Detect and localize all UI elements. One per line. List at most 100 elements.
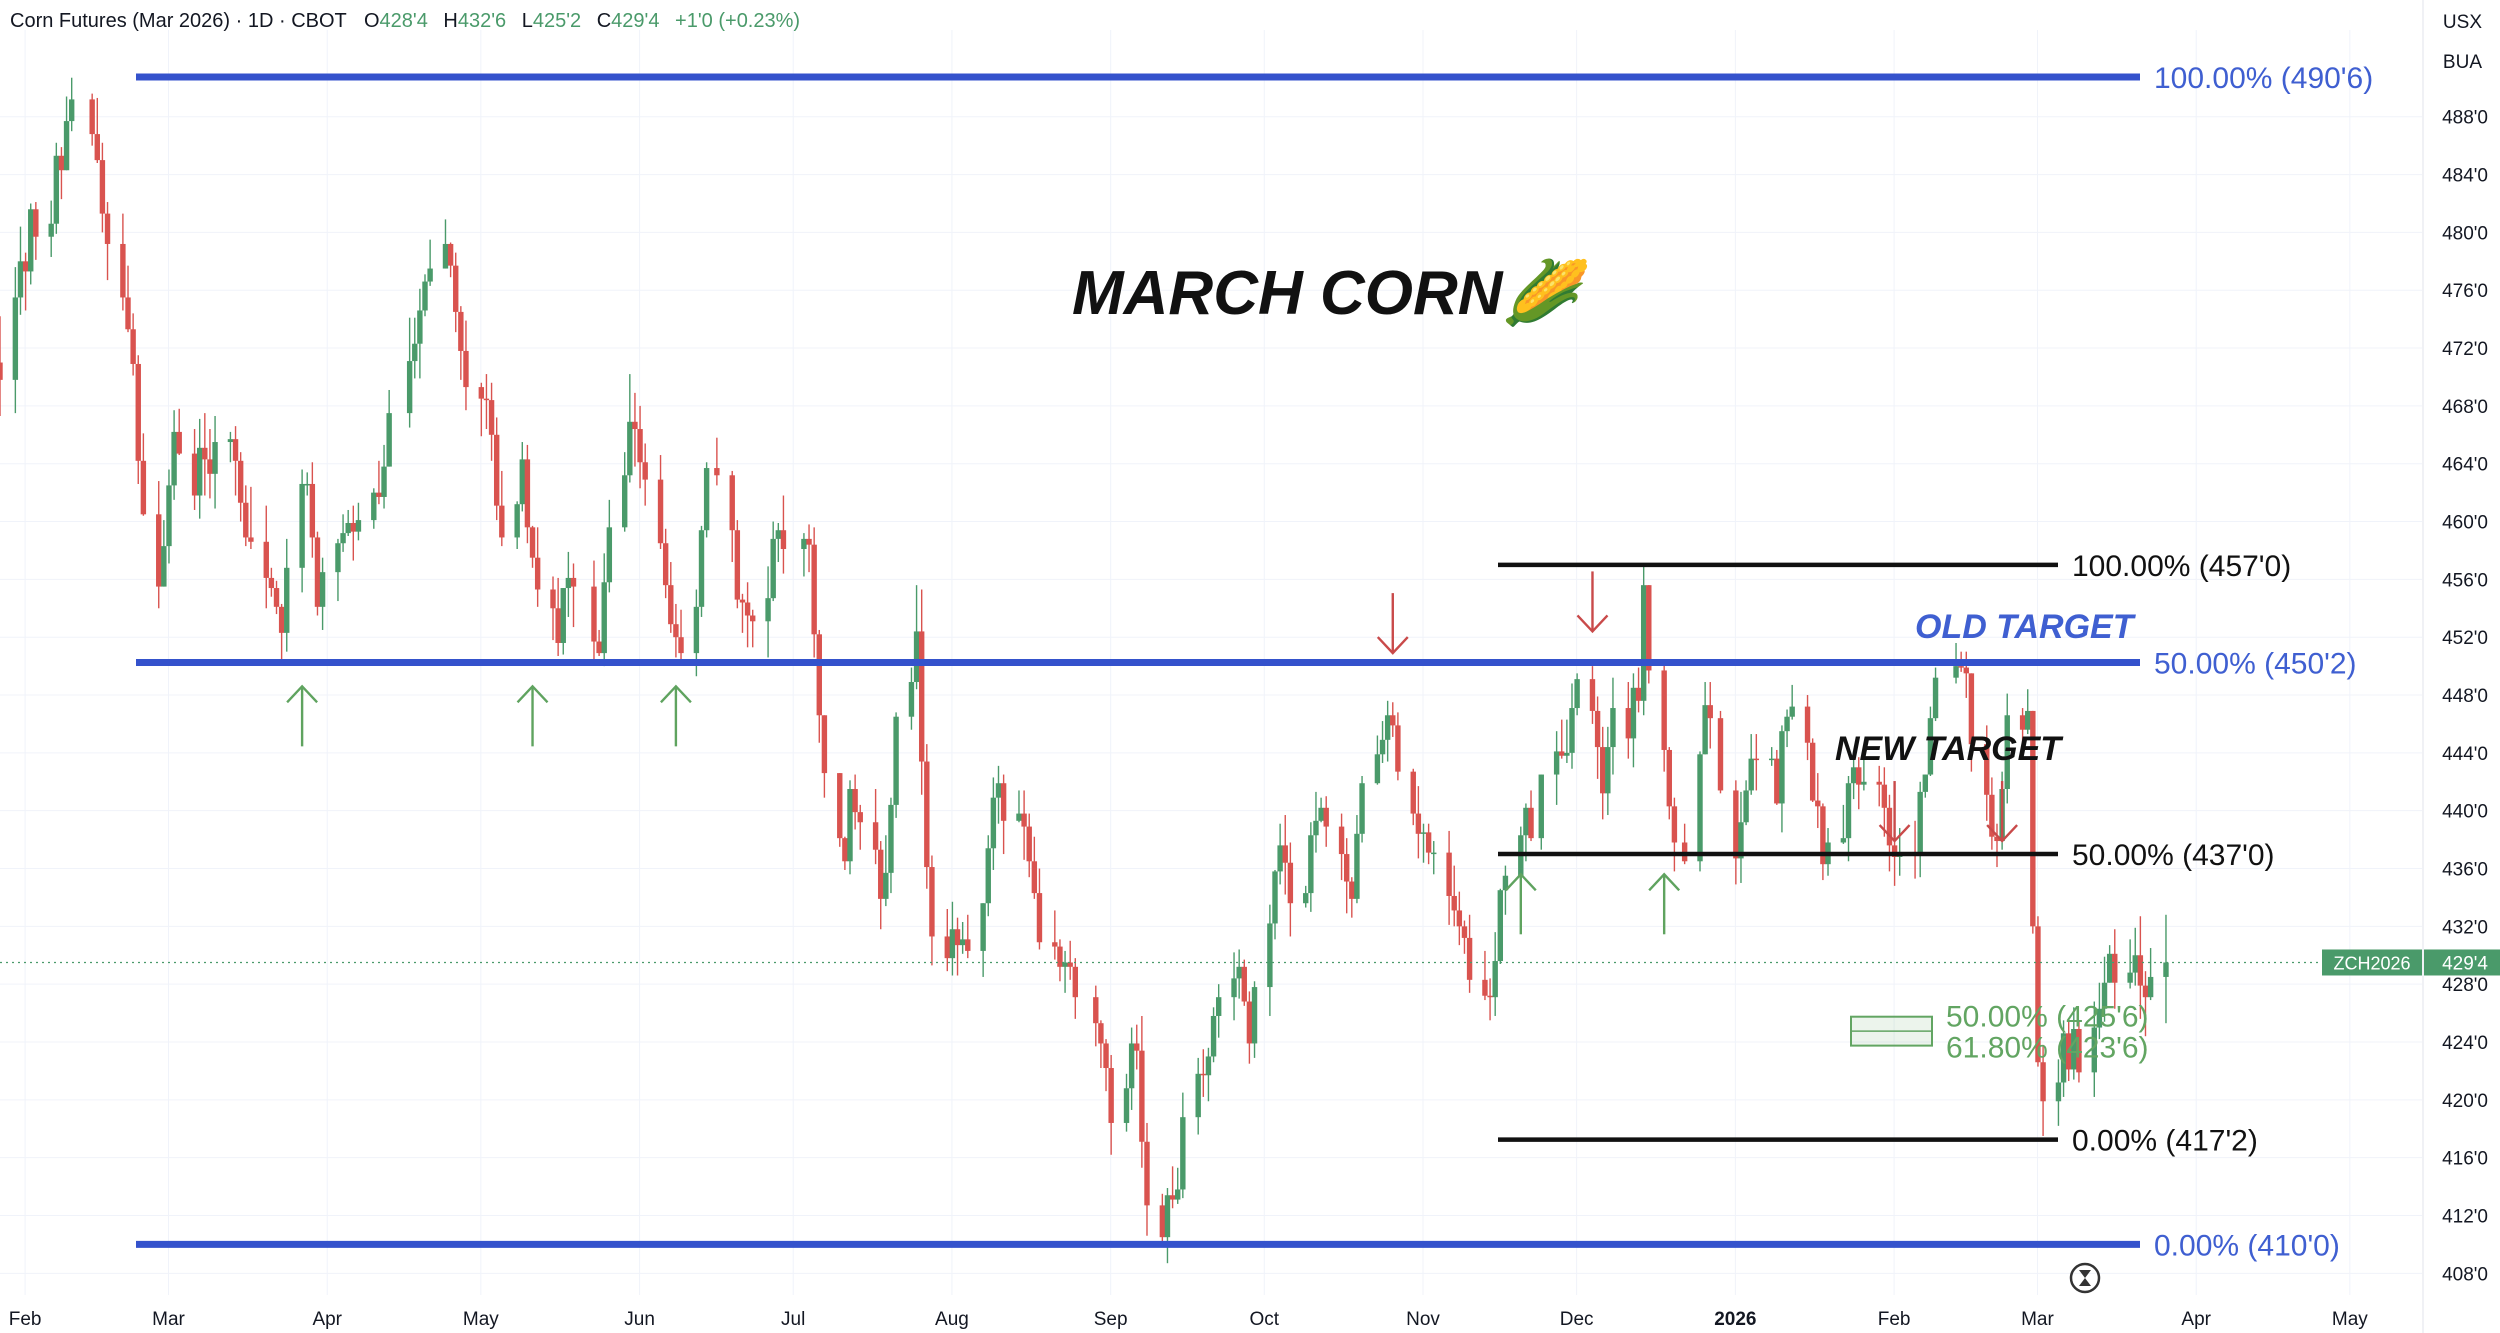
candle-body	[529, 527, 536, 558]
candle-body	[642, 462, 648, 480]
price-tick-label: 484'0	[2442, 166, 2488, 187]
high-value: 432'6	[457, 10, 507, 32]
arrow-down-icon	[1576, 571, 1609, 634]
candle-body	[739, 599, 746, 603]
candle-body	[888, 804, 894, 873]
candle-body	[89, 99, 95, 135]
candle-body	[1922, 774, 1929, 792]
candle-body	[99, 160, 106, 214]
candle-body	[463, 350, 469, 388]
candle-body	[17, 261, 24, 298]
candle-body	[1123, 1088, 1130, 1123]
candle-body	[28, 209, 34, 272]
candle-body	[1308, 835, 1314, 894]
candle-body	[1953, 666, 1959, 678]
signal-arrows	[286, 571, 2018, 935]
candle-body	[125, 297, 131, 330]
candle-body	[954, 929, 961, 946]
candle-body	[995, 783, 1002, 798]
candle-body	[63, 121, 70, 171]
price-tick-label: 440'0	[2442, 802, 2488, 823]
open-value: 428'4	[379, 10, 428, 32]
candle-body	[2137, 955, 2144, 986]
candle-body	[1768, 758, 1775, 761]
candle-body	[1984, 744, 1990, 795]
candle-body	[2106, 953, 2113, 983]
currency-label[interactable]: USX	[2442, 12, 2482, 33]
candle-body	[1661, 670, 1667, 750]
candle-body	[12, 297, 19, 380]
time-axis[interactable]: Feb Mar Apr May Jun Jul Aug Sep Oct Nov Dec 2026 Feb…	[9, 1309, 2369, 1330]
candle-body	[1932, 677, 1939, 719]
candle-body	[1733, 790, 1739, 859]
fib-level-label: 50.00% (450'2)	[2154, 648, 2357, 681]
candle-body	[959, 939, 966, 946]
candle-body	[299, 483, 305, 568]
candle-body	[1487, 995, 1493, 998]
candle-body	[304, 483, 310, 486]
candle-body	[1784, 716, 1790, 732]
candle-body	[176, 431, 182, 454]
candle-body	[1850, 767, 1857, 784]
candle-body	[550, 589, 556, 609]
candle-body	[878, 849, 884, 899]
candle-body	[1523, 807, 1529, 836]
price-tick-label: 452'0	[2442, 628, 2488, 649]
time-tick-label: Mar	[152, 1309, 185, 1330]
candle-body	[68, 99, 75, 122]
candle-body	[1635, 687, 1642, 701]
candle-body	[58, 155, 65, 171]
high-label: H	[443, 10, 458, 32]
candle-body	[278, 606, 285, 633]
time-tick-label: Oct	[1250, 1309, 1280, 1330]
candle-body	[965, 939, 971, 951]
candle-body	[1610, 708, 1616, 748]
time-tick-label: Apr	[2181, 1309, 2211, 1330]
candle-body	[135, 363, 141, 461]
price-tick-label: 432'0	[2442, 917, 2488, 938]
candle-body	[668, 585, 674, 625]
candle-body	[1215, 997, 1222, 1016]
replay-icon[interactable]	[2069, 1262, 2101, 1294]
time-tick-label: Feb	[1878, 1309, 1911, 1330]
candle-body	[1323, 807, 1329, 827]
candle-body	[514, 504, 520, 538]
grid	[0, 30, 2422, 1295]
candle-body	[1461, 926, 1468, 938]
candle-body	[1702, 705, 1708, 755]
candle-body	[1128, 1043, 1135, 1089]
price-axis[interactable]: 408'0 412'0 416'0 420'0 424'0 428'0 432'0 436'0…	[2422, 0, 2488, 1333]
candle-body	[519, 459, 525, 505]
candle-body	[1108, 1068, 1114, 1123]
candle-body	[2101, 982, 2108, 1009]
candle-body	[534, 557, 541, 590]
candle-body	[104, 213, 111, 244]
candle-body	[801, 538, 807, 550]
candle-body	[0, 362, 3, 380]
candle-body	[1425, 832, 1432, 853]
candle-body	[335, 543, 341, 573]
candle-body	[591, 586, 597, 642]
candle-body	[1625, 708, 1632, 739]
candle-body	[1144, 1141, 1150, 1206]
candle-body	[1303, 893, 1309, 904]
arrow-up-icon	[1648, 872, 1681, 935]
candle-body	[908, 682, 915, 717]
price-tick-label: 472'0	[2442, 339, 2488, 360]
candle-body	[1589, 679, 1596, 711]
candle-body	[1994, 836, 2000, 842]
unit-label[interactable]: BUA	[2442, 52, 2482, 73]
price-badge-label: 429'4	[2442, 953, 2488, 974]
low-value: 425'2	[532, 10, 582, 32]
candle-body	[1093, 997, 1099, 1024]
price-tick-label: 436'0	[2442, 860, 2488, 881]
candle-body	[1804, 706, 1811, 743]
candle-body	[284, 567, 290, 633]
time-tick-label: Jun	[624, 1309, 655, 1330]
candle-body	[1164, 1195, 1171, 1238]
candle-body	[775, 530, 782, 539]
candle-body	[442, 243, 449, 269]
candle-body	[1210, 1015, 1217, 1057]
candle-body	[1282, 845, 1288, 863]
